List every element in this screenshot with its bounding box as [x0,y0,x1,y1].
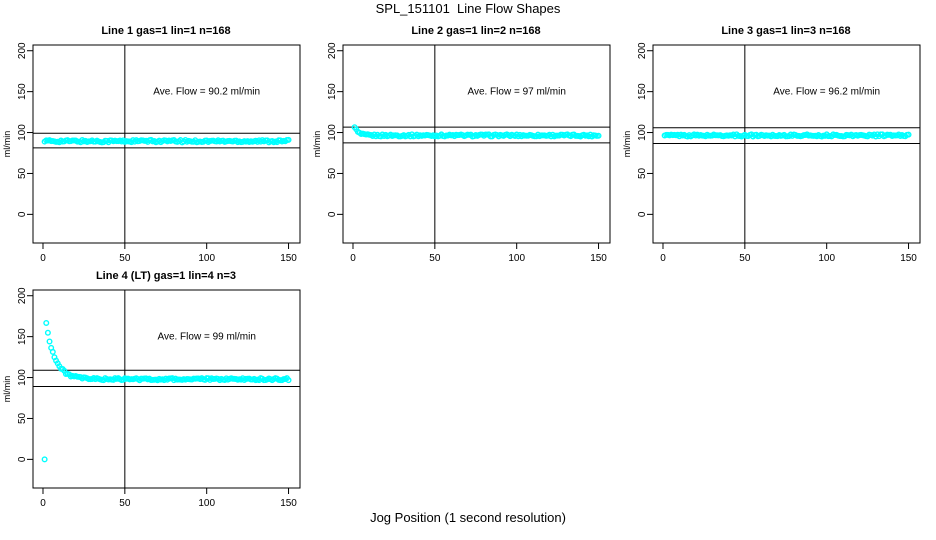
svg-text:150: 150 [17,328,28,345]
svg-text:Ave. Flow = 90.2 ml/min: Ave. Flow = 90.2 ml/min [153,87,260,98]
panel-title-line-4: Line 4 (LT) gas=1 lin=4 n=3 [96,270,236,282]
panel-line-2: Line 2 gas=1 lin=2 n=168 ml/min 0 50 100 15… [312,25,611,264]
svg-text:150: 150 [590,253,607,264]
svg-text:100: 100 [508,253,525,264]
svg-text:Ave. Flow = 99 ml/min: Ave. Flow = 99 ml/min [157,332,255,343]
svg-text:0: 0 [40,498,46,509]
plot-area-line-3: 0 50 100 150 0 50 100 150 200 Ave. Flow = 96.2 ml… [637,42,921,264]
svg-text:200: 200 [327,42,338,59]
panel-line-4: Line 4 (LT) gas=1 lin=4 n=3 ml/min 0 50 10… [2,270,301,509]
svg-text:0: 0 [350,253,356,264]
panel-line-3: Line 3 gas=1 lin=3 n=168 ml/min 0 50 100 15… [622,25,921,264]
svg-text:0: 0 [17,456,28,462]
svg-text:Ave. Flow = 96.2 ml/min: Ave. Flow = 96.2 ml/min [773,87,880,98]
y-axis-title: ml/min [2,131,12,158]
svg-text:0: 0 [327,211,338,217]
panel-line-1: Line 1 gas=1 lin=1 n=168 ml/min 0 50 100 15… [2,25,301,264]
svg-text:0: 0 [40,253,46,264]
svg-text:50: 50 [637,167,648,179]
svg-text:100: 100 [818,253,835,264]
svg-text:50: 50 [739,253,751,264]
svg-text:150: 150 [637,83,648,100]
plot-area-line-1: 0 50 100 150 0 50 100 150 200 Ave. Flow = 90.2 ml… [17,42,301,264]
svg-text:50: 50 [17,412,28,424]
svg-text:150: 150 [900,253,917,264]
svg-text:100: 100 [17,369,28,386]
svg-text:150: 150 [327,83,338,100]
svg-text:200: 200 [637,42,648,59]
svg-text:0: 0 [637,211,648,217]
svg-text:50: 50 [327,167,338,179]
y-axis-title: ml/min [2,376,12,403]
svg-text:100: 100 [327,124,338,141]
svg-text:50: 50 [119,253,131,264]
svg-text:50: 50 [429,253,441,264]
y-axis-title: ml/min [312,131,322,158]
svg-text:100: 100 [198,253,215,264]
svg-text:100: 100 [637,124,648,141]
panel-title-line-1: Line 1 gas=1 lin=1 n=168 [101,25,230,37]
svg-text:200: 200 [17,42,28,59]
plot-area-line-4: 0 50 100 150 0 50 100 150 200 Ave. Flow = 99 ml/m… [17,287,301,509]
svg-text:200: 200 [17,287,28,304]
y-axis-title: ml/min [622,131,632,158]
svg-text:0: 0 [660,253,666,264]
plot-area-line-2: 0 50 100 150 0 50 100 150 200 Ave. Flow = 97 ml/m… [327,42,611,264]
svg-text:150: 150 [17,83,28,100]
svg-text:Ave. Flow = 97 ml/min: Ave. Flow = 97 ml/min [467,87,565,98]
svg-text:0: 0 [17,211,28,217]
figure-title: SPL_151101 Line Flow Shapes [375,1,561,16]
svg-text:150: 150 [280,498,297,509]
svg-text:150: 150 [280,253,297,264]
panel-title-line-2: Line 2 gas=1 lin=2 n=168 [411,25,540,37]
svg-text:50: 50 [17,167,28,179]
x-axis-title: Jog Position (1 second resolution) [370,510,566,525]
svg-text:100: 100 [17,124,28,141]
svg-text:100: 100 [198,498,215,509]
svg-text:50: 50 [119,498,131,509]
panel-title-line-3: Line 3 gas=1 lin=3 n=168 [721,25,850,37]
